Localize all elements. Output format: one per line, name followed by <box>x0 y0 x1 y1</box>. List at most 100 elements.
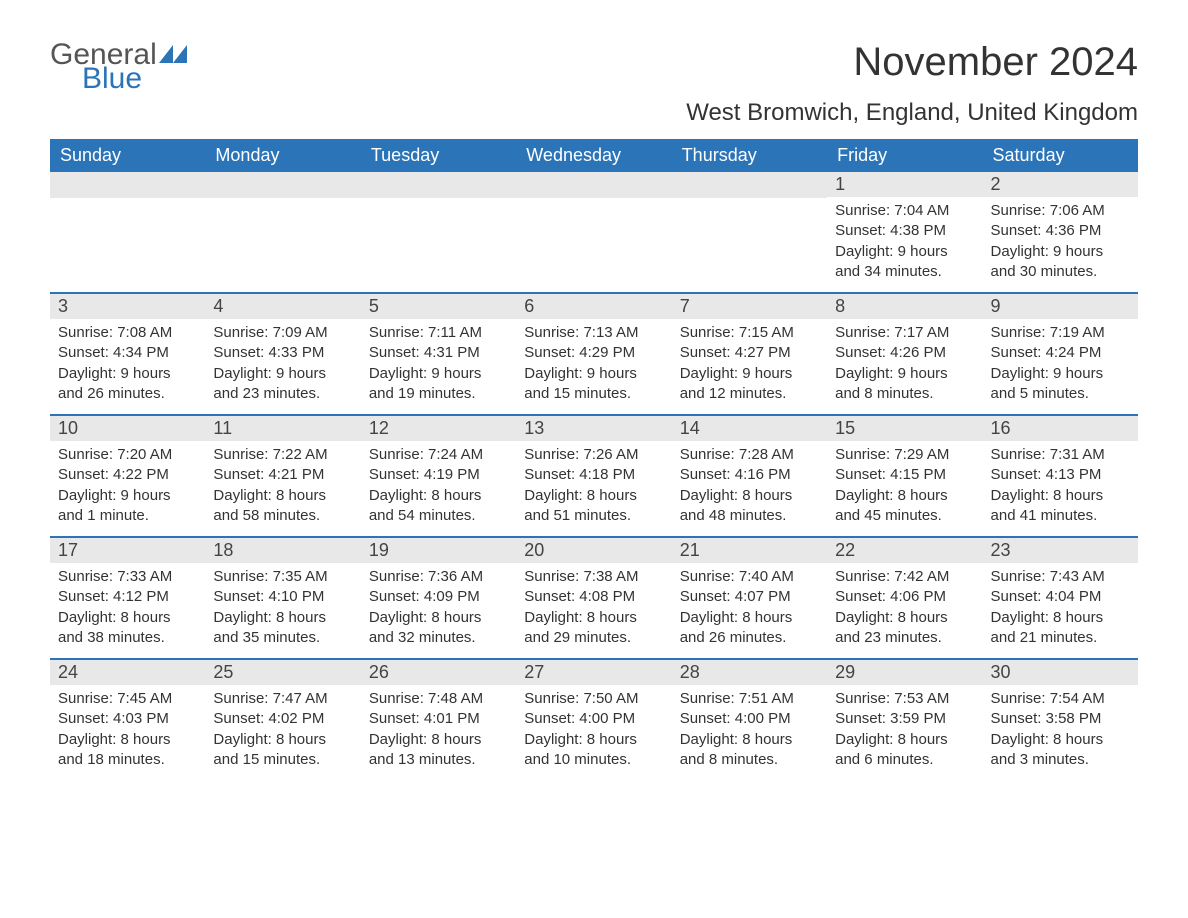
sunrise-text: Sunrise: 7:20 AM <box>58 445 197 465</box>
day-cell: 8Sunrise: 7:17 AMSunset: 4:26 PMDaylight… <box>827 294 982 414</box>
day-cell: 11Sunrise: 7:22 AMSunset: 4:21 PMDayligh… <box>205 416 360 536</box>
day-number: 18 <box>205 538 360 563</box>
weekday-header-row: SundayMondayTuesdayWednesdayThursdayFrid… <box>50 139 1138 172</box>
day-cell: 18Sunrise: 7:35 AMSunset: 4:10 PMDayligh… <box>205 538 360 658</box>
day-cell: 25Sunrise: 7:47 AMSunset: 4:02 PMDayligh… <box>205 660 360 780</box>
sunset-text: Sunset: 4:19 PM <box>369 465 508 485</box>
sunrise-text: Sunrise: 7:08 AM <box>58 323 197 343</box>
header: General Blue November 2024 West Bromwich… <box>50 40 1138 127</box>
week-row: 17Sunrise: 7:33 AMSunset: 4:12 PMDayligh… <box>50 536 1138 658</box>
empty-day-bar <box>672 172 827 198</box>
day-cell: 9Sunrise: 7:19 AMSunset: 4:24 PMDaylight… <box>983 294 1138 414</box>
day-number: 13 <box>516 416 671 441</box>
sunrise-text: Sunrise: 7:48 AM <box>369 689 508 709</box>
day-cell: 24 Sunrise: 7:45 AMSunset: 4:03 PMDayligh… <box>50 660 205 780</box>
sunset-text: Sunset: 4:24 PM <box>991 343 1130 363</box>
daylight-text: Daylight: 9 hours and 30 minutes. <box>991 242 1130 283</box>
daylight-text: Daylight: 8 hours and 41 minutes. <box>991 486 1130 527</box>
daylight-text: Daylight: 8 hours and 58 minutes. <box>213 486 352 527</box>
day-cell: 28Sunrise: 7:51 AMSunset: 4:00 PMDayligh… <box>672 660 827 780</box>
day-body: Sunrise: 7:43 AMSunset: 4:04 PMDaylight:… <box>983 563 1138 658</box>
day-body: Sunrise: 7:36 AMSunset: 4:09 PMDaylight:… <box>361 563 516 658</box>
day-cell: 19Sunrise: 7:36 AMSunset: 4:09 PMDayligh… <box>361 538 516 658</box>
daylight-text: Daylight: 9 hours and 8 minutes. <box>835 364 974 405</box>
daylight-text: Daylight: 8 hours and 38 minutes. <box>58 608 197 649</box>
sunset-text: Sunset: 4:31 PM <box>369 343 508 363</box>
sunrise-text: Sunrise: 7:45 AM <box>58 689 197 709</box>
sunrise-text: Sunrise: 7:04 AM <box>835 201 974 221</box>
sunrise-text: Sunrise: 7:19 AM <box>991 323 1130 343</box>
day-cell: 17Sunrise: 7:33 AMSunset: 4:12 PMDayligh… <box>50 538 205 658</box>
day-number: 3 <box>50 294 205 319</box>
daylight-text: Daylight: 9 hours and 26 minutes. <box>58 364 197 405</box>
day-number: 5 <box>361 294 516 319</box>
day-cell: 29Sunrise: 7:53 AMSunset: 3:59 PMDayligh… <box>827 660 982 780</box>
week-row: 1Sunrise: 7:04 AMSunset: 4:38 PMDaylight… <box>50 172 1138 292</box>
day-body: Sunrise: 7:33 AMSunset: 4:12 PMDaylight:… <box>50 563 205 658</box>
daylight-text: Daylight: 8 hours and 18 minutes. <box>58 730 197 771</box>
daylight-text: Daylight: 8 hours and 32 minutes. <box>369 608 508 649</box>
location-text: West Bromwich, England, United Kingdom <box>686 99 1138 127</box>
day-cell <box>672 172 827 292</box>
sunrise-text: Sunrise: 7:31 AM <box>991 445 1130 465</box>
sunrise-text: Sunrise: 7:24 AM <box>369 445 508 465</box>
day-body: Sunrise: 7:20 AMSunset: 4:22 PMDaylight:… <box>50 441 205 536</box>
daylight-text: Daylight: 8 hours and 26 minutes. <box>680 608 819 649</box>
day-body: Sunrise: 7:29 AMSunset: 4:15 PMDaylight:… <box>827 441 982 536</box>
day-number: 1 <box>827 172 982 197</box>
day-number: 21 <box>672 538 827 563</box>
sunrise-text: Sunrise: 7:06 AM <box>991 201 1130 221</box>
sunrise-text: Sunrise: 7:53 AM <box>835 689 974 709</box>
day-body: Sunrise: 7:19 AMSunset: 4:24 PMDaylight:… <box>983 319 1138 414</box>
sunrise-text: Sunrise: 7:15 AM <box>680 323 819 343</box>
sunset-text: Sunset: 4:15 PM <box>835 465 974 485</box>
day-number: 4 <box>205 294 360 319</box>
daylight-text: Daylight: 9 hours and 34 minutes. <box>835 242 974 283</box>
sunset-text: Sunset: 4:21 PM <box>213 465 352 485</box>
day-body: Sunrise: 7:22 AMSunset: 4:21 PMDaylight:… <box>205 441 360 536</box>
weekday-header-cell: Wednesday <box>516 139 671 172</box>
sunset-text: Sunset: 4:27 PM <box>680 343 819 363</box>
sunset-text: Sunset: 4:38 PM <box>835 221 974 241</box>
sunset-text: Sunset: 3:58 PM <box>991 709 1130 729</box>
day-body: Sunrise: 7:50 AMSunset: 4:00 PMDaylight:… <box>516 685 671 780</box>
day-number: 25 <box>205 660 360 685</box>
day-number: 8 <box>827 294 982 319</box>
sunrise-text: Sunrise: 7:33 AM <box>58 567 197 587</box>
day-cell: 21Sunrise: 7:40 AMSunset: 4:07 PMDayligh… <box>672 538 827 658</box>
day-cell: 15Sunrise: 7:29 AMSunset: 4:15 PMDayligh… <box>827 416 982 536</box>
day-number: 17 <box>50 538 205 563</box>
day-cell: 27Sunrise: 7:50 AMSunset: 4:00 PMDayligh… <box>516 660 671 780</box>
empty-day-bar <box>205 172 360 198</box>
sunset-text: Sunset: 3:59 PM <box>835 709 974 729</box>
daylight-text: Daylight: 9 hours and 1 minute. <box>58 486 197 527</box>
daylight-text: Daylight: 8 hours and 15 minutes. <box>213 730 352 771</box>
day-cell: 10Sunrise: 7:20 AMSunset: 4:22 PMDayligh… <box>50 416 205 536</box>
empty-day-bar <box>361 172 516 198</box>
weekday-header-cell: Friday <box>827 139 982 172</box>
day-body: Sunrise: 7:31 AMSunset: 4:13 PMDaylight:… <box>983 441 1138 536</box>
daylight-text: Daylight: 8 hours and 29 minutes. <box>524 608 663 649</box>
day-number: 26 <box>361 660 516 685</box>
day-number: 23 <box>983 538 1138 563</box>
day-number: 24 <box>50 660 205 685</box>
sunset-text: Sunset: 4:33 PM <box>213 343 352 363</box>
day-cell: 16Sunrise: 7:31 AMSunset: 4:13 PMDayligh… <box>983 416 1138 536</box>
sunset-text: Sunset: 4:09 PM <box>369 587 508 607</box>
sunset-text: Sunset: 4:03 PM <box>58 709 197 729</box>
day-cell: 7Sunrise: 7:15 AMSunset: 4:27 PMDaylight… <box>672 294 827 414</box>
daylight-text: Daylight: 8 hours and 13 minutes. <box>369 730 508 771</box>
day-cell: 13Sunrise: 7:26 AMSunset: 4:18 PMDayligh… <box>516 416 671 536</box>
sunrise-text: Sunrise: 7:11 AM <box>369 323 508 343</box>
weekday-header-cell: Thursday <box>672 139 827 172</box>
sunrise-text: Sunrise: 7:29 AM <box>835 445 974 465</box>
sunset-text: Sunset: 4:29 PM <box>524 343 663 363</box>
day-number: 11 <box>205 416 360 441</box>
day-cell: 3Sunrise: 7:08 AMSunset: 4:34 PMDaylight… <box>50 294 205 414</box>
day-body: Sunrise: 7:09 AMSunset: 4:33 PMDaylight:… <box>205 319 360 414</box>
day-number: 16 <box>983 416 1138 441</box>
day-number: 28 <box>672 660 827 685</box>
day-number: 12 <box>361 416 516 441</box>
day-number: 29 <box>827 660 982 685</box>
logo-text-blue: Blue <box>82 64 187 94</box>
